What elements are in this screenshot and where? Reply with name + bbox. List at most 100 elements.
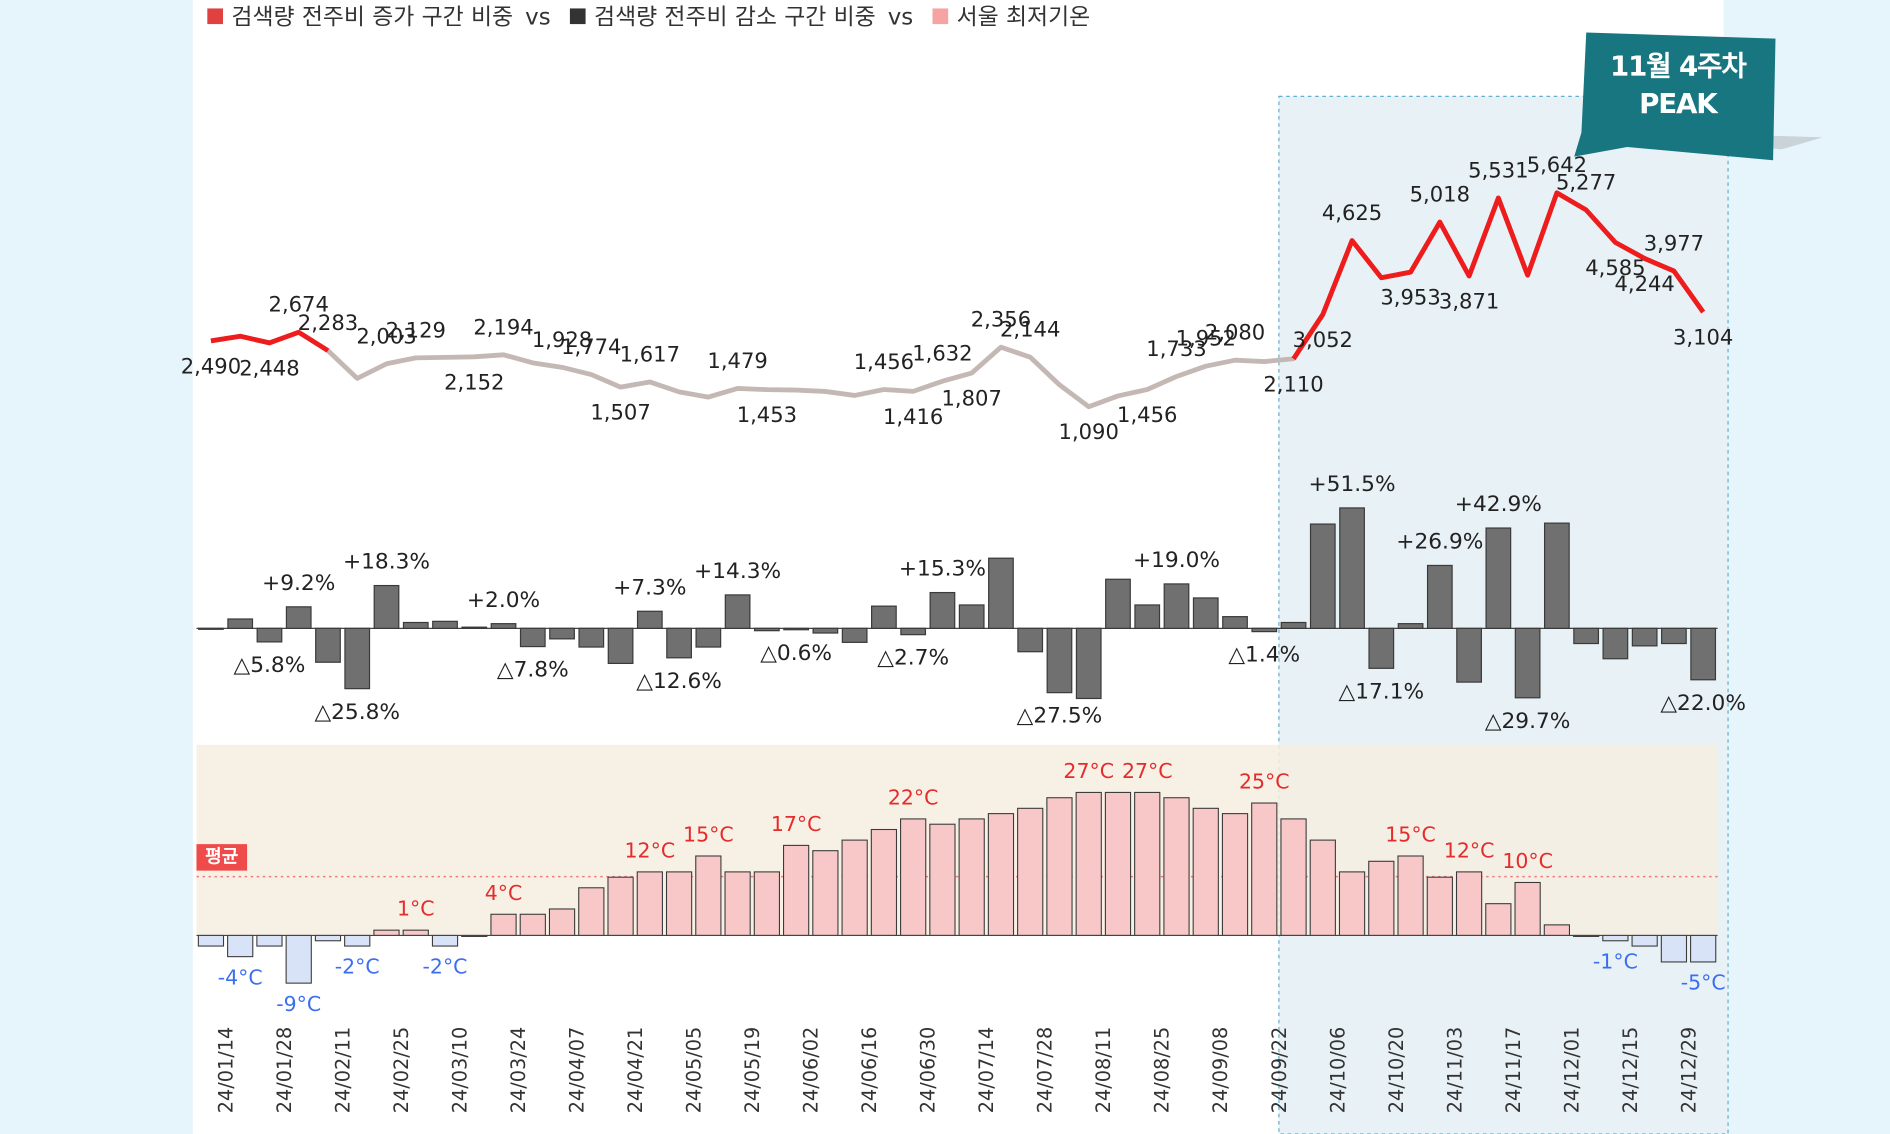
bar-value-label: -2°C bbox=[335, 955, 380, 979]
line-value-label: 1,453 bbox=[737, 402, 797, 427]
bar bbox=[1339, 507, 1365, 629]
bar bbox=[548, 908, 576, 937]
line-value-label: 5,018 bbox=[1410, 182, 1470, 207]
bar-value-label: +19.0% bbox=[1133, 548, 1220, 573]
bar bbox=[344, 934, 371, 947]
callout-text: 11월 4주차 bbox=[1610, 49, 1747, 82]
bar-value-label: 10°C bbox=[1502, 849, 1553, 873]
bar bbox=[812, 850, 839, 937]
bar-value-label: △29.7% bbox=[1485, 709, 1571, 734]
bar bbox=[1426, 876, 1453, 937]
line-value-label: 1,807 bbox=[942, 386, 1002, 411]
x-tick-label: 24/08/11 bbox=[1092, 1027, 1115, 1114]
bar bbox=[402, 929, 429, 937]
x-tick-label: 24/06/16 bbox=[858, 1027, 881, 1114]
bar bbox=[519, 627, 546, 648]
line-value-label: 2,110 bbox=[1263, 371, 1323, 396]
bar bbox=[695, 627, 722, 648]
bar bbox=[841, 839, 868, 937]
callout-box bbox=[1574, 32, 1776, 161]
x-tick-label: 24/05/05 bbox=[683, 1027, 706, 1114]
line-value-label: 2,003 bbox=[356, 323, 416, 348]
bar bbox=[929, 823, 956, 937]
bar-value-label: △22.0% bbox=[1660, 691, 1746, 716]
bar bbox=[724, 594, 751, 629]
bar-value-label: 12°C bbox=[625, 838, 676, 862]
callout: 11월 4주차 PEAK bbox=[1574, 32, 1823, 161]
x-tick-label: 24/10/06 bbox=[1326, 1027, 1349, 1114]
line-value-label: 3,052 bbox=[1293, 327, 1353, 352]
bar bbox=[607, 876, 634, 937]
legend-label: 서울 최저기온 bbox=[957, 5, 1091, 31]
bar bbox=[315, 627, 341, 663]
bar bbox=[1192, 807, 1219, 937]
x-tick-label: 24/01/28 bbox=[273, 1027, 296, 1114]
x-tick-label: 24/09/22 bbox=[1268, 1027, 1291, 1114]
bar bbox=[578, 627, 605, 648]
bar-value-label: +51.5% bbox=[1309, 472, 1396, 497]
bar-value-label: +26.9% bbox=[1396, 530, 1483, 555]
bar bbox=[1075, 791, 1102, 937]
bar-value-label: △5.8% bbox=[234, 653, 306, 678]
bar bbox=[636, 610, 663, 629]
bar bbox=[1017, 807, 1044, 937]
x-tick-label: 24/03/10 bbox=[449, 1027, 472, 1114]
bar bbox=[1602, 627, 1629, 660]
bar bbox=[256, 934, 283, 947]
bar-value-label: -5°C bbox=[1681, 971, 1726, 995]
bar bbox=[490, 913, 517, 937]
bar-value-label: △1.4% bbox=[1228, 643, 1300, 668]
bar bbox=[1690, 934, 1717, 963]
bar bbox=[870, 828, 898, 937]
bar bbox=[1163, 583, 1190, 629]
bar bbox=[314, 934, 342, 942]
bar-value-label: -9°C bbox=[276, 992, 321, 1016]
bar bbox=[578, 887, 605, 937]
bar-value-label: +42.9% bbox=[1455, 492, 1542, 517]
bar-value-label: 4°C bbox=[485, 881, 523, 905]
line-value-label: 1,928 bbox=[532, 327, 592, 352]
bar bbox=[666, 627, 692, 659]
line-value-label: 4,625 bbox=[1322, 200, 1382, 225]
bar bbox=[1104, 791, 1132, 937]
bar-value-label: 22°C bbox=[888, 785, 939, 809]
bar bbox=[987, 813, 1015, 937]
bar bbox=[1163, 797, 1190, 937]
bar bbox=[227, 934, 254, 958]
bar bbox=[753, 871, 780, 937]
bar bbox=[461, 626, 488, 629]
line-value-label: 2,194 bbox=[473, 314, 533, 339]
x-tick-label: 24/06/30 bbox=[917, 1027, 940, 1114]
line-value-label: 4,244 bbox=[1614, 271, 1674, 296]
line-highlight bbox=[1291, 190, 1706, 361]
x-tick-label: 24/01/14 bbox=[214, 1027, 237, 1114]
bar bbox=[1046, 797, 1073, 937]
bar-value-label: +2.0% bbox=[467, 588, 540, 613]
x-tick-label: 24/08/25 bbox=[1151, 1027, 1174, 1114]
legend-separator: vs bbox=[888, 5, 913, 31]
bar bbox=[1017, 627, 1044, 653]
line-value-label: 1,632 bbox=[912, 341, 972, 366]
bar bbox=[549, 627, 575, 640]
average-badge bbox=[196, 844, 248, 871]
line-value-label: 1,952 bbox=[1176, 326, 1236, 351]
bar bbox=[958, 604, 985, 629]
bar-value-label: △17.1% bbox=[1339, 679, 1425, 704]
x-tick-label: 24/12/15 bbox=[1619, 1027, 1642, 1114]
x-tick-label: 24/07/14 bbox=[975, 1027, 998, 1114]
bar bbox=[1426, 564, 1453, 629]
bar bbox=[344, 627, 371, 690]
bar bbox=[1134, 604, 1161, 629]
bar bbox=[1397, 623, 1424, 629]
bar bbox=[1280, 621, 1307, 629]
bar bbox=[1192, 597, 1219, 629]
bar-value-label: △27.5% bbox=[1017, 704, 1103, 729]
bar bbox=[1221, 813, 1249, 937]
bar bbox=[900, 627, 927, 636]
bar bbox=[1485, 903, 1512, 937]
legend-label: 검색량 전주비 감소 구간 비중 bbox=[594, 5, 876, 31]
bar bbox=[1661, 627, 1687, 645]
line-value-label: 1,733 bbox=[1146, 336, 1206, 361]
callout-text: PEAK bbox=[1639, 87, 1719, 120]
